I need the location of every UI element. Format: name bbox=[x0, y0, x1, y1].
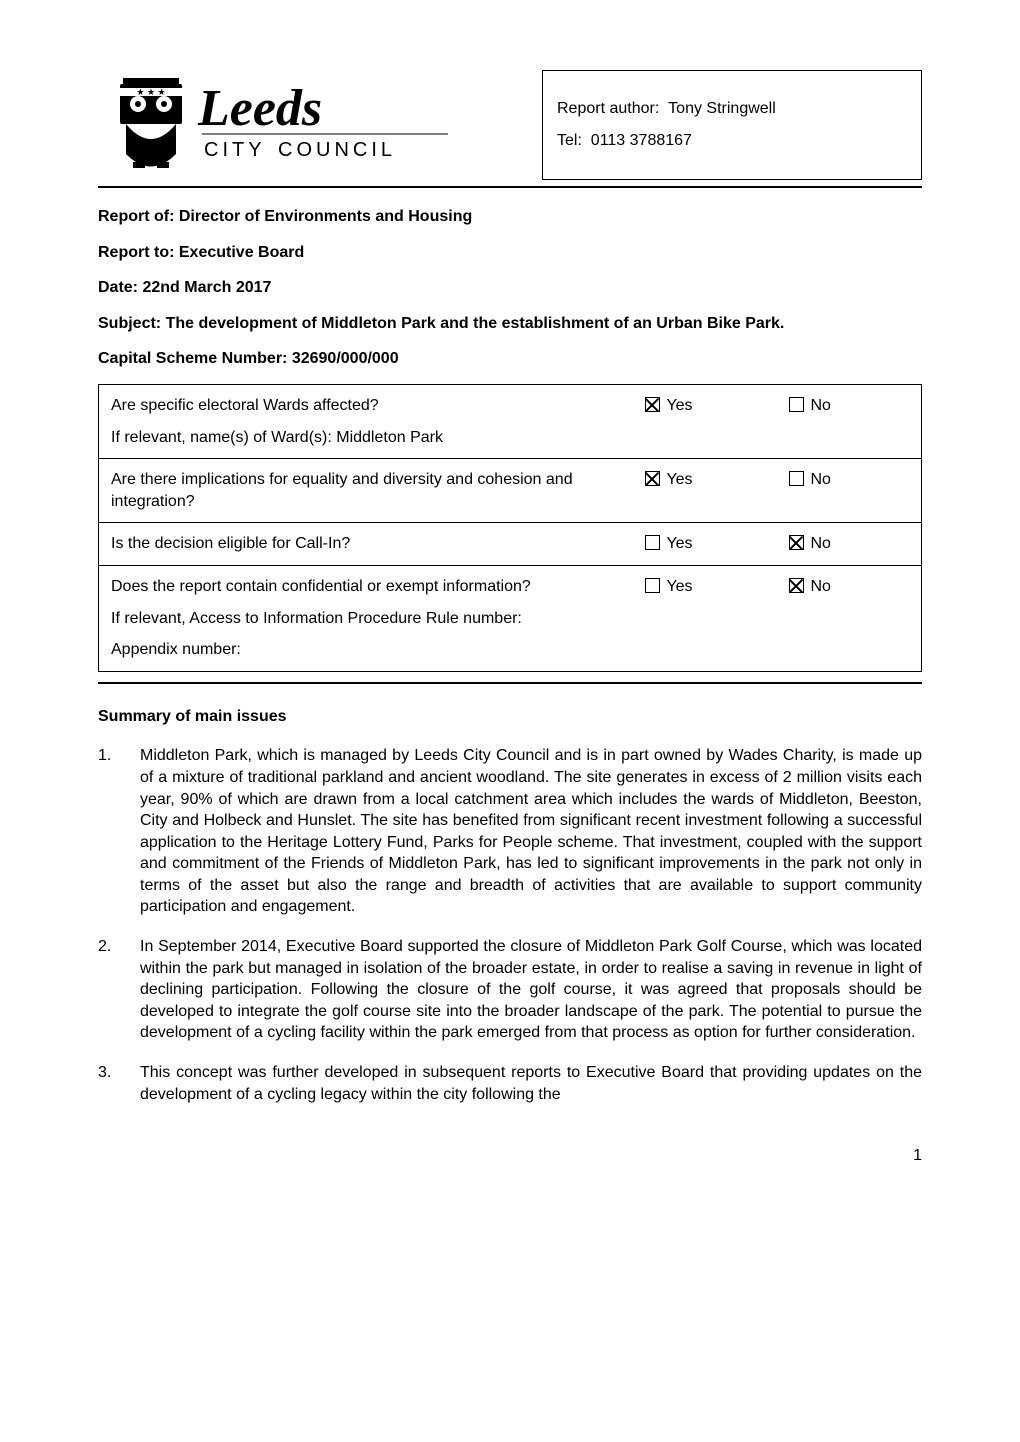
no-label: No bbox=[810, 397, 830, 414]
yes-label: Yes bbox=[666, 578, 692, 595]
questions-table: Are specific electoral Wards affected? I… bbox=[98, 384, 922, 672]
page-number: 1 bbox=[98, 1145, 922, 1167]
council-logo: ★ ★ ★ Leeds CITY COUNCIL bbox=[98, 70, 458, 180]
report-author-label: Report author: bbox=[557, 100, 659, 117]
header-divider bbox=[98, 186, 922, 188]
report-subject: Subject: The development of Middleton Pa… bbox=[98, 313, 922, 335]
checkbox-yes-icon bbox=[645, 397, 660, 412]
question-row: Are specific electoral Wards affected? I… bbox=[99, 384, 922, 458]
summary-heading: Summary of main issues bbox=[98, 706, 922, 728]
yes-label: Yes bbox=[666, 471, 692, 488]
report-date: Date: 22nd March 2017 bbox=[98, 277, 922, 299]
checkbox-no-icon bbox=[789, 578, 804, 593]
question-text: Is the decision eligible for Call-In? bbox=[111, 533, 623, 555]
summary-item: In September 2014, Executive Board suppo… bbox=[98, 936, 922, 1044]
checkbox-yes-icon bbox=[645, 471, 660, 486]
checkbox-yes-icon bbox=[645, 578, 660, 593]
summary-item: Middleton Park, which is managed by Leed… bbox=[98, 745, 922, 918]
no-label: No bbox=[810, 471, 830, 488]
capital-scheme: Capital Scheme Number: 32690/000/000 bbox=[98, 348, 922, 370]
question-subtext-2: Appendix number: bbox=[111, 639, 623, 661]
svg-text:★ ★ ★: ★ ★ ★ bbox=[136, 87, 165, 97]
question-subtext: If relevant, Access to Information Proce… bbox=[111, 608, 623, 630]
report-tel-line: Tel: 0113 3788167 bbox=[557, 130, 909, 152]
question-text: Does the report contain confidential or … bbox=[111, 576, 623, 598]
checkbox-yes-icon bbox=[645, 535, 660, 550]
no-label: No bbox=[810, 578, 830, 595]
report-author-name: Tony Stringwell bbox=[668, 100, 776, 117]
question-subtext: If relevant, name(s) of Ward(s): Middlet… bbox=[111, 427, 623, 449]
svg-text:Leeds: Leeds bbox=[197, 80, 322, 137]
author-box: Report author: Tony Stringwell Tel: 0113… bbox=[542, 70, 922, 180]
report-author-line: Report author: Tony Stringwell bbox=[557, 98, 909, 120]
leeds-city-council-logo-svg: ★ ★ ★ Leeds CITY COUNCIL bbox=[98, 70, 458, 180]
checkbox-no-icon bbox=[789, 535, 804, 550]
checkbox-no-icon bbox=[789, 397, 804, 412]
question-text: Are specific electoral Wards affected? bbox=[111, 395, 623, 417]
question-text: Are there implications for equality and … bbox=[111, 469, 623, 512]
table-divider bbox=[98, 682, 922, 684]
report-tel-label: Tel: bbox=[557, 132, 582, 149]
report-to: Report to: Executive Board bbox=[98, 242, 922, 264]
header-row: ★ ★ ★ Leeds CITY COUNCIL Report author: … bbox=[98, 70, 922, 180]
no-label: No bbox=[810, 535, 830, 552]
question-row: Does the report contain confidential or … bbox=[99, 565, 922, 671]
svg-text:COUNCIL: COUNCIL bbox=[278, 139, 396, 161]
question-row: Is the decision eligible for Call-In? Ye… bbox=[99, 523, 922, 566]
svg-text:CITY: CITY bbox=[204, 139, 266, 161]
summary-item: This concept was further developed in su… bbox=[98, 1062, 922, 1105]
yes-label: Yes bbox=[666, 397, 692, 414]
summary-list: Middleton Park, which is managed by Leed… bbox=[98, 745, 922, 1105]
question-row: Are there implications for equality and … bbox=[99, 459, 922, 523]
checkbox-no-icon bbox=[789, 471, 804, 486]
report-tel-value: 0113 3788167 bbox=[591, 132, 692, 149]
report-of: Report of: Director of Environments and … bbox=[98, 206, 922, 228]
yes-label: Yes bbox=[666, 535, 692, 552]
